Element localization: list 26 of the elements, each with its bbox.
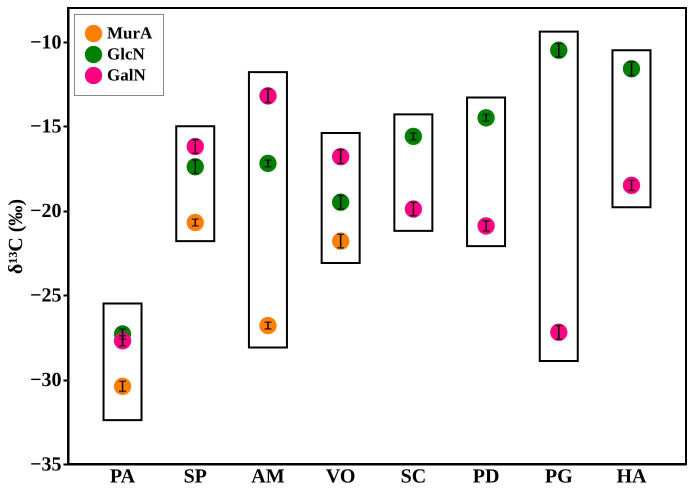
legend-label: MurA <box>107 24 154 42</box>
y-tick-label: −15 <box>30 116 62 138</box>
bar <box>320 132 361 264</box>
x-tick-label: HA <box>616 466 648 488</box>
x-tick-label: SC <box>400 466 426 488</box>
bar <box>393 113 434 232</box>
bar <box>248 71 288 348</box>
y-axis-title: δ¹³C (‰) <box>5 198 28 274</box>
y-tick-label: −30 <box>30 369 62 392</box>
bar <box>611 49 652 208</box>
x-tick-label: SP <box>184 466 207 488</box>
bar <box>102 302 143 422</box>
y-tick-label: −35 <box>30 454 62 476</box>
y-tick-label: −20 <box>30 200 62 222</box>
x-tick-label: PD <box>472 466 500 488</box>
y-tick-label: −10 <box>30 31 62 54</box>
bar <box>538 30 579 362</box>
y-tick-label: −25 <box>30 284 62 307</box>
bar <box>175 125 216 242</box>
legend-label: GalN <box>107 66 146 84</box>
x-tick-label: PA <box>110 466 136 488</box>
bar <box>466 96 506 248</box>
legend-label: GlcN <box>107 44 146 64</box>
x-tick-label: VO <box>326 466 356 488</box>
x-tick-label: PG <box>544 466 574 488</box>
x-tick-label: AM <box>251 466 285 488</box>
